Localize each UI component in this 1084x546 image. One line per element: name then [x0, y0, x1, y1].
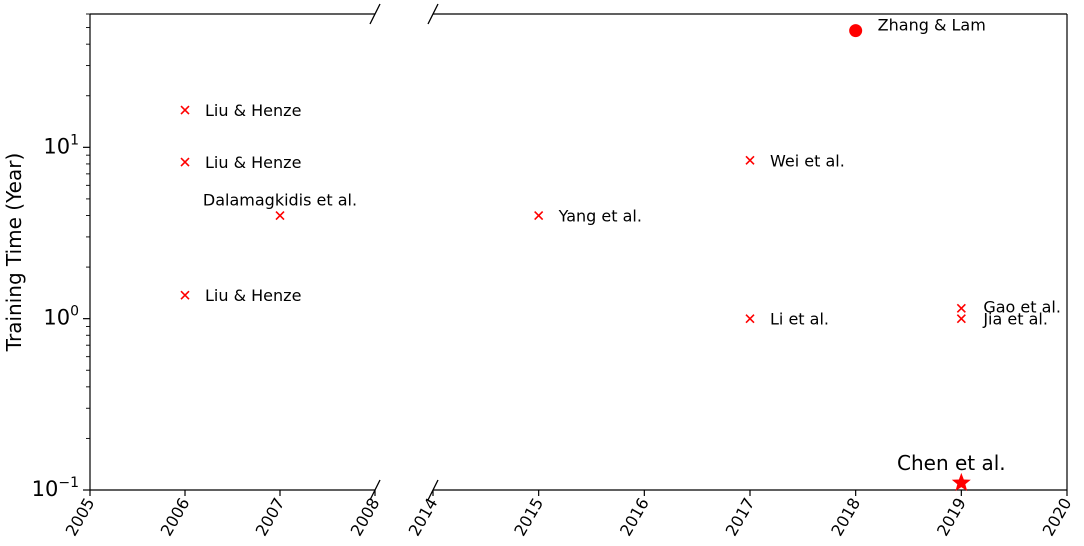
y-axis-label: Training Time (Year): [2, 153, 26, 353]
point-label: Gao et al.: [983, 297, 1061, 316]
x-tick-label: 2007: [252, 495, 289, 540]
y-tick-label: 100: [43, 304, 79, 330]
x-tick-label: 2014: [405, 495, 442, 540]
point-label: Liu & Henze: [205, 286, 301, 305]
x-marker: [745, 314, 755, 324]
x-tick-label: 2020: [1039, 495, 1076, 540]
axis-break-mark: [369, 3, 381, 25]
x-tick-label: 2018: [827, 495, 864, 540]
point-label: Dalamagkidis et al.: [203, 191, 357, 210]
x-marker: [745, 155, 755, 165]
axis-break-marks: [369, 3, 439, 501]
x-tick-label: 2019: [933, 495, 970, 540]
point-label: Liu & Henze: [205, 101, 301, 120]
star-marker: [951, 472, 971, 491]
axes-frames: [89, 13, 1068, 491]
y-tick-label: 101: [43, 132, 79, 158]
point-label: Jia et al.: [982, 310, 1048, 329]
x-tick-label: 2016: [616, 495, 653, 540]
circle-marker: [849, 24, 863, 38]
x-marker: [180, 105, 190, 115]
x-marker: [534, 210, 544, 221]
point-labels: Liu & Henze Liu & Henze Liu & Henze Dalamag…: [203, 16, 1061, 475]
x-axis-ticks: 2005 2006 2007 2008 2014 2015 2016 2017 2018 2019…: [62, 490, 1076, 540]
point-label: Liu & Henze: [205, 153, 301, 172]
data-points: [180, 24, 971, 491]
x-marker: [180, 290, 190, 300]
y-axis-ticks: 10−1 100 101: [32, 13, 90, 501]
x-tick-label: 2015: [510, 495, 547, 540]
point-label: Wei et al.: [770, 151, 845, 170]
point-label: Yang et al.: [558, 207, 642, 226]
x-marker: [275, 210, 285, 221]
point-label: Chen et al.: [897, 451, 1006, 475]
x-tick-label: 2008: [347, 495, 384, 540]
x-marker: [180, 157, 190, 167]
x-tick-label: 2005: [62, 495, 99, 540]
point-label: Li et al.: [770, 310, 829, 329]
y-tick-label: 10−1: [32, 475, 79, 501]
x-marker: [956, 303, 966, 313]
x-tick-label: 2006: [157, 495, 194, 540]
axis-break-mark: [427, 3, 439, 25]
x-tick-label: 2017: [722, 495, 759, 540]
point-label: Zhang & Lam: [878, 16, 986, 35]
x-marker: [956, 314, 966, 324]
